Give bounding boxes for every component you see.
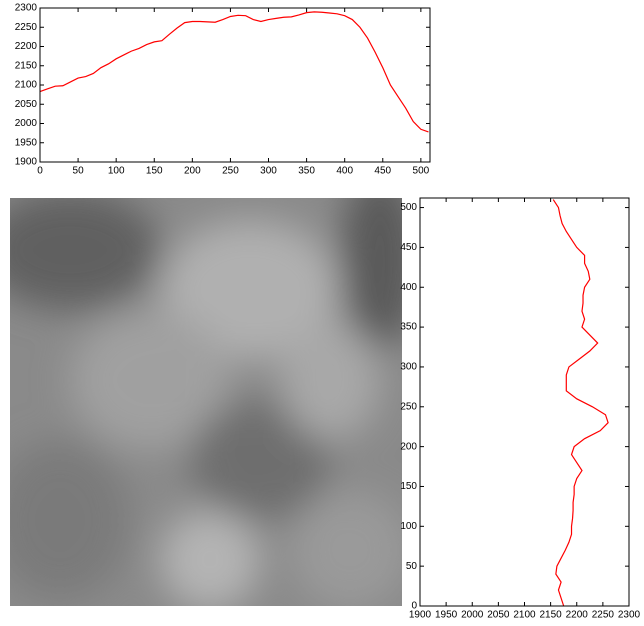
x-tick-label: 250 (222, 166, 239, 177)
y-tick-label: 150 (400, 481, 417, 492)
y-tick-label: 350 (400, 322, 417, 333)
y-tick-label: 200 (400, 441, 417, 452)
y-tick-label: 1950 (15, 137, 38, 148)
x-tick-label: 2150 (540, 610, 563, 621)
x-tick-label: 200 (184, 166, 201, 177)
y-tick-label: 2000 (15, 118, 38, 129)
x-tick-label: 2000 (461, 610, 484, 621)
y-tick-label: 250 (400, 401, 417, 412)
data-line (39, 11, 429, 133)
plot-frame (419, 197, 630, 607)
x-tick-label: 500 (413, 166, 430, 177)
y-tick-label: 2200 (15, 41, 38, 52)
plot-background (420, 198, 629, 606)
x-tick-label: 450 (374, 166, 391, 177)
plot-frame (39, 7, 431, 163)
y-tick-label: 400 (400, 282, 417, 293)
x-tick-label: 1950 (435, 610, 458, 621)
y-tick-label: 300 (400, 362, 417, 373)
x-tick-label: 350 (298, 166, 315, 177)
x-tick-label: 2250 (592, 610, 615, 621)
x-tick-label: 100 (108, 166, 125, 177)
x-tick-label: 400 (336, 166, 353, 177)
y-tick-label: 2150 (15, 60, 38, 71)
x-tick-label: 1900 (409, 610, 432, 621)
y-tick-label: 2250 (15, 22, 38, 33)
data-line (552, 199, 609, 607)
y-tick-label: 0 (411, 601, 417, 612)
x-tick-label: 2050 (487, 610, 510, 621)
y-tick-label: 100 (400, 521, 417, 532)
y-tick-label: 50 (406, 561, 418, 572)
x-tick-label: 2100 (513, 610, 536, 621)
x-tick-label: 150 (146, 166, 163, 177)
x-tick-label: 2300 (618, 610, 641, 621)
y-tick-label: 1900 (15, 157, 38, 168)
y-tick-label: 2050 (15, 99, 38, 110)
x-tick-label: 300 (260, 166, 277, 177)
x-tick-label: 50 (73, 166, 85, 177)
plot-background (40, 8, 430, 162)
y-tick-label: 2100 (15, 80, 38, 91)
y-tick-label: 500 (400, 202, 417, 213)
x-tick-label: 2200 (566, 610, 589, 621)
x-tick-label: 0 (37, 166, 43, 177)
grayscale-image (10, 198, 402, 606)
y-tick-label: 2300 (15, 3, 38, 14)
y-tick-label: 450 (400, 242, 417, 253)
